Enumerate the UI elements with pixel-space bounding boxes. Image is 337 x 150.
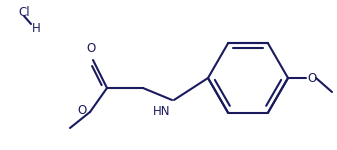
Text: O: O	[307, 72, 316, 84]
Text: O: O	[78, 105, 87, 117]
Text: O: O	[86, 42, 96, 55]
Text: Cl: Cl	[18, 6, 30, 18]
Text: HN: HN	[153, 105, 170, 118]
Text: H: H	[32, 21, 41, 34]
